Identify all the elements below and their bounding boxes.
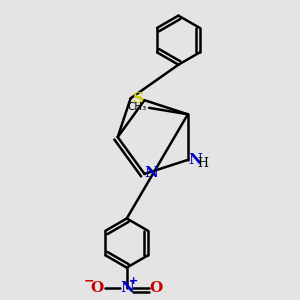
Text: N: N <box>188 153 202 167</box>
Text: O: O <box>150 281 163 295</box>
Text: S: S <box>133 92 144 106</box>
Text: O: O <box>90 281 104 295</box>
Text: −: − <box>84 274 94 287</box>
Text: N: N <box>120 281 134 295</box>
Text: H: H <box>197 157 208 170</box>
Text: +: + <box>129 275 139 286</box>
Text: CH₃: CH₃ <box>127 102 146 112</box>
Text: N: N <box>145 166 158 180</box>
